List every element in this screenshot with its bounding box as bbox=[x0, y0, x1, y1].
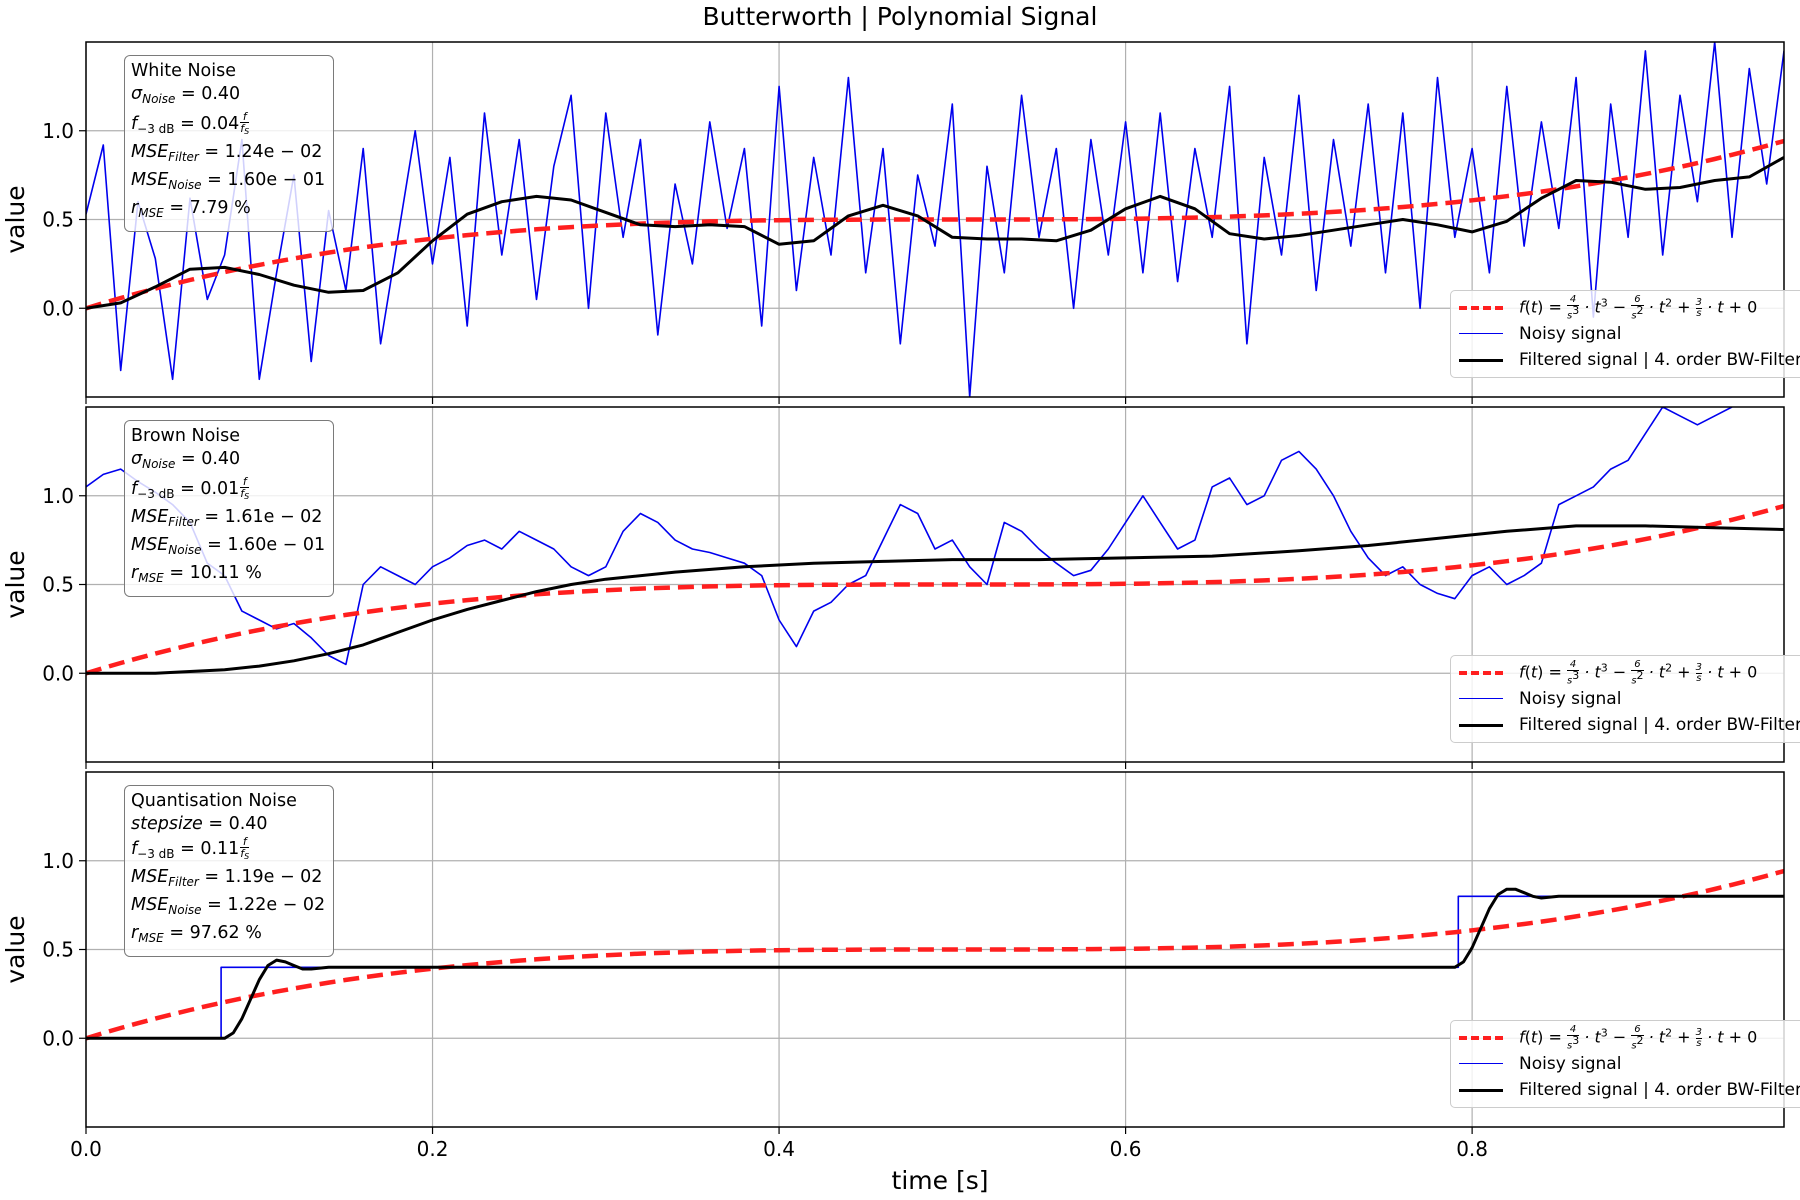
info-noise-type: Brown Noise bbox=[131, 426, 241, 446]
y-tick-label: 1.0 bbox=[42, 484, 74, 508]
legend-formula-text: f bbox=[1519, 297, 1525, 317]
x-tick-labels: 0.0 0.2 0.4 0.6 0.8 bbox=[70, 1137, 1488, 1161]
y-axis-label: value bbox=[1, 915, 30, 983]
legend-item-noisy: Noisy signal bbox=[1459, 321, 1800, 347]
reference-signal-line bbox=[86, 503, 1784, 676]
y-axis-label: value bbox=[1, 185, 30, 253]
info-mse-filter: 1.19e − 02 bbox=[224, 867, 323, 887]
noisy-signal-line bbox=[86, 42, 1784, 397]
y-tick-label: 0.5 bbox=[42, 208, 74, 232]
legend-filtered-label: Filtered signal | 4. order BW-Filter bbox=[1519, 350, 1800, 370]
subplot-1: 0.0 0.5 1.0 value bbox=[1, 41, 1785, 404]
legend-filtered-label: Filtered signal | 4. order BW-Filter bbox=[1519, 1080, 1800, 1100]
legend-noisy-label: Noisy signal bbox=[1519, 324, 1622, 344]
info-mse-filter: 1.61e − 02 bbox=[224, 507, 323, 527]
y-axis-label: value bbox=[1, 550, 30, 618]
y-tick-label: 0.0 bbox=[42, 661, 74, 685]
info-box-white-noise: White Noise σNoise = 0.40 f−3 dB = 0.04 f… bbox=[124, 55, 335, 232]
legend-item-noisy: Noisy signal bbox=[1459, 1051, 1800, 1077]
plot-area bbox=[86, 868, 1784, 1041]
info-mse-noise: 1.60e − 01 bbox=[227, 535, 326, 555]
info-box-brown-noise: Brown Noise σNoise = 0.40 f−3 dB = 0.01 f… bbox=[124, 420, 335, 597]
filtered-signal-line bbox=[86, 524, 1784, 675]
axes-frame bbox=[85, 41, 1785, 398]
noisy-signal-line bbox=[86, 407, 1733, 666]
legend-formula-text: f bbox=[1519, 662, 1525, 682]
y-tick-label: 0.5 bbox=[42, 573, 74, 597]
y-tick-label: 0.0 bbox=[42, 296, 74, 320]
info-param-value: 0.40 bbox=[228, 814, 268, 834]
x-axis-label: time [s] bbox=[892, 1166, 989, 1195]
subplot-group: 0.0 0.5 1.0 value 0.0 0.5 1.0 value 0.0 0.5 1.0 val… bbox=[1, 41, 1785, 1134]
info-r-mse: 97.62 % bbox=[189, 923, 262, 943]
y-tick-label: 0.0 bbox=[42, 1026, 74, 1050]
reference-signal-line bbox=[86, 868, 1784, 1041]
info-mse-noise: 1.22e − 02 bbox=[227, 895, 326, 915]
info-noise-type: Quantisation Noise bbox=[131, 791, 297, 811]
info-param-value: 0.40 bbox=[201, 84, 241, 104]
legend-item-filtered: Filtered signal | 4. order BW-Filter bbox=[1459, 347, 1800, 373]
chart-title: Butterworth | Polynomial Signal bbox=[703, 2, 1098, 31]
info-cutoff: 0.04 bbox=[200, 114, 240, 134]
legend-noisy-label: Noisy signal bbox=[1519, 1054, 1622, 1074]
info-param-value: 0.40 bbox=[201, 449, 241, 469]
y-tick-label: 0.5 bbox=[42, 938, 74, 962]
x-tick-label: 0.4 bbox=[763, 1137, 795, 1161]
reference-signal-line bbox=[86, 138, 1784, 311]
legend-formula-text: f bbox=[1519, 1027, 1525, 1047]
info-box-quantisation-noise: Quantisation Noise stepsize = 0.40 f−3 d… bbox=[124, 785, 335, 957]
y-tick-label: 1.0 bbox=[42, 849, 74, 873]
y-tick-label: 1.0 bbox=[42, 119, 74, 143]
info-noise-type: White Noise bbox=[131, 61, 236, 81]
x-tick-label: 0.8 bbox=[1456, 1137, 1488, 1161]
legend-item-filtered: Filtered signal | 4. order BW-Filter bbox=[1459, 712, 1800, 738]
info-r-mse: 7.79 % bbox=[189, 198, 251, 218]
info-cutoff: 0.01 bbox=[200, 479, 240, 499]
legend-item-filtered: Filtered signal | 4. order BW-Filter bbox=[1459, 1077, 1800, 1103]
filtered-signal-line bbox=[86, 887, 1784, 1040]
plot-area bbox=[86, 407, 1784, 676]
x-tick-label: 0.0 bbox=[70, 1137, 102, 1161]
plot-area bbox=[86, 42, 1784, 397]
x-tick-label: 0.2 bbox=[417, 1137, 449, 1161]
legend-noisy-label: Noisy signal bbox=[1519, 689, 1622, 709]
x-tick-label: 0.6 bbox=[1110, 1137, 1142, 1161]
axes-frame bbox=[85, 771, 1785, 1128]
info-mse-noise: 1.60e − 01 bbox=[227, 170, 326, 190]
subplot-3: 0.0 0.5 1.0 value bbox=[1, 771, 1785, 1134]
legend-filtered-label: Filtered signal | 4. order BW-Filter bbox=[1519, 715, 1800, 735]
legend-item-noisy: Noisy signal bbox=[1459, 686, 1800, 712]
info-cutoff: 0.11 bbox=[200, 839, 240, 859]
filtered-signal-line bbox=[86, 156, 1784, 310]
axes-frame bbox=[85, 406, 1785, 763]
info-r-mse: 10.11 % bbox=[189, 563, 262, 583]
info-mse-filter: 1.24e − 02 bbox=[224, 142, 323, 162]
